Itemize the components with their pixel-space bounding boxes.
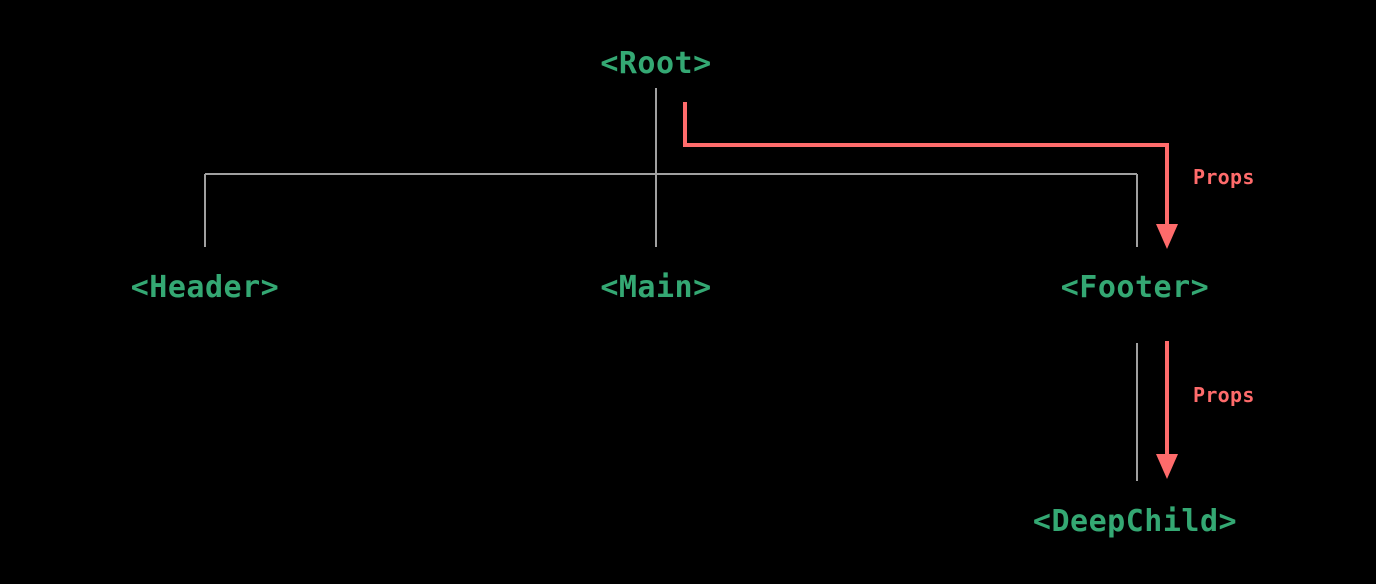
node-root[interactable]: <Root> [600, 46, 712, 81]
props-arrow-footer-deepchild-head [1156, 454, 1178, 479]
node-footer[interactable]: <Footer> [1060, 270, 1210, 305]
props-label-root-footer: Props [1193, 165, 1255, 189]
props-label-footer-deepchild: Props [1193, 383, 1255, 407]
props-arrow-root-footer-head [1156, 224, 1178, 249]
node-header[interactable]: <Header> [130, 270, 280, 305]
props-arrow-root-footer-path [683, 102, 1169, 226]
node-main[interactable]: <Main> [600, 270, 712, 305]
node-deepchild[interactable]: <DeepChild> [1032, 504, 1238, 539]
